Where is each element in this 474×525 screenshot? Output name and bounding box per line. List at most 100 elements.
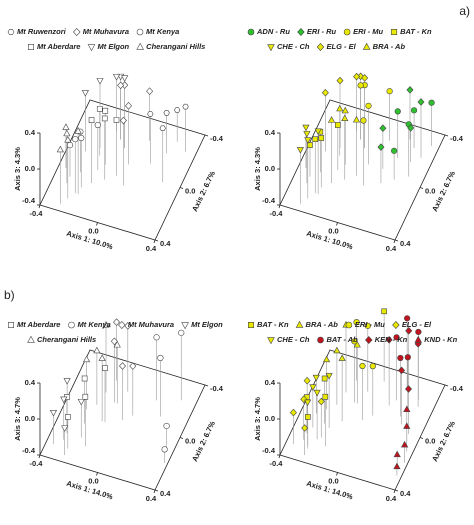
y-tick (179, 437, 184, 439)
marker (309, 384, 317, 391)
y-tick (419, 187, 424, 189)
legend-label: Cherangani Hills (146, 42, 205, 51)
legend-marker (345, 321, 353, 329)
y-tick (394, 239, 399, 242)
panel-label: b) (4, 288, 15, 302)
z-tick-label: -0.4 (22, 196, 36, 205)
legend-marker (248, 321, 254, 329)
x-tick (38, 204, 41, 209)
x-tick (336, 222, 338, 226)
legend-label: Cherangani Hills (37, 335, 96, 344)
legend-marker (181, 322, 189, 330)
legend-label: BAT - Ab (327, 335, 359, 344)
marker (301, 424, 309, 432)
marker (321, 375, 328, 382)
y-tick (179, 187, 184, 189)
marker (352, 115, 361, 123)
y-tick-label: -0.4 (210, 134, 224, 143)
marker (157, 354, 164, 362)
x-tick-label: 0.4 (146, 494, 157, 503)
marker (385, 336, 393, 344)
marker (161, 446, 168, 453)
legend-label: Mt Muhavura (83, 27, 129, 36)
legend-marker (247, 28, 255, 36)
marker (341, 106, 349, 114)
legend-marker (295, 320, 304, 328)
z-axis-title: Axis 3: 4.7% (13, 397, 22, 441)
marker (321, 88, 329, 97)
marker (163, 110, 170, 116)
marker (125, 102, 132, 110)
marker (353, 340, 361, 348)
legend-marker (8, 321, 14, 329)
y-tick-label: -0.4 (450, 384, 464, 393)
marker (318, 135, 325, 141)
legend-label: Mt Aberdare (37, 42, 80, 51)
marker (405, 385, 412, 393)
y-tick-label: 0.4 (160, 239, 171, 248)
x-tick (393, 489, 396, 494)
z-tick-label: 0.0 (25, 414, 35, 423)
legend-marker (316, 42, 325, 52)
legend-marker (118, 320, 126, 330)
x-tick (278, 204, 281, 209)
legend-label: ELG - El (402, 320, 432, 329)
marker (82, 355, 91, 363)
panel-label: a) (459, 4, 470, 18)
marker (102, 107, 109, 114)
x-tick (278, 454, 281, 459)
marker (101, 115, 108, 122)
marker (81, 90, 89, 97)
x-tick-label: 0.4 (386, 494, 397, 503)
marker (113, 340, 121, 348)
marker (417, 98, 425, 106)
legend-label: Mt Elgon (191, 320, 223, 329)
marker (81, 375, 88, 382)
marker (74, 127, 82, 134)
z-axis-title: Axis 3: 4.3% (253, 147, 262, 191)
legend-label: Mt Kenya (146, 27, 179, 36)
marker (322, 355, 331, 363)
legend-marker (267, 337, 275, 345)
legend-marker (365, 335, 373, 345)
legend-label: BAT - Kn (400, 27, 432, 36)
marker (174, 107, 181, 113)
marker (62, 123, 70, 130)
x-tick (393, 239, 396, 244)
marker (406, 86, 414, 94)
legend-label: BRA - Ab (306, 320, 339, 329)
marker (159, 125, 166, 131)
marker (72, 136, 79, 143)
marker (64, 135, 72, 143)
marker (407, 124, 415, 132)
x-tick (96, 472, 98, 476)
legend-label: ADN - Ru (256, 27, 290, 36)
legend-marker (343, 28, 351, 36)
x-tick-label: 0.0 (328, 226, 338, 235)
y-tick (154, 489, 159, 492)
legend-label: Mt Elgon (97, 42, 129, 51)
marker (98, 354, 106, 361)
marker (428, 99, 435, 106)
z-axis-title: Axis 3: 4.7% (253, 397, 262, 441)
marker (379, 124, 387, 132)
y-tick-label: 0.4 (400, 239, 411, 248)
marker (304, 399, 312, 407)
marker (336, 104, 344, 112)
marker (393, 334, 400, 341)
marker (119, 116, 127, 125)
legend-marker (27, 335, 35, 343)
x-tick-label: 0.4 (146, 244, 157, 253)
marker (393, 450, 401, 458)
marker (147, 111, 154, 117)
marker (304, 414, 311, 420)
legend-marker (73, 27, 81, 37)
marker (336, 76, 344, 85)
legend-marker (87, 44, 96, 52)
marker (397, 354, 404, 362)
marker (341, 114, 349, 121)
legend-marker (68, 321, 75, 329)
legend-marker (392, 320, 400, 330)
marker (391, 147, 398, 154)
marker (322, 393, 329, 400)
